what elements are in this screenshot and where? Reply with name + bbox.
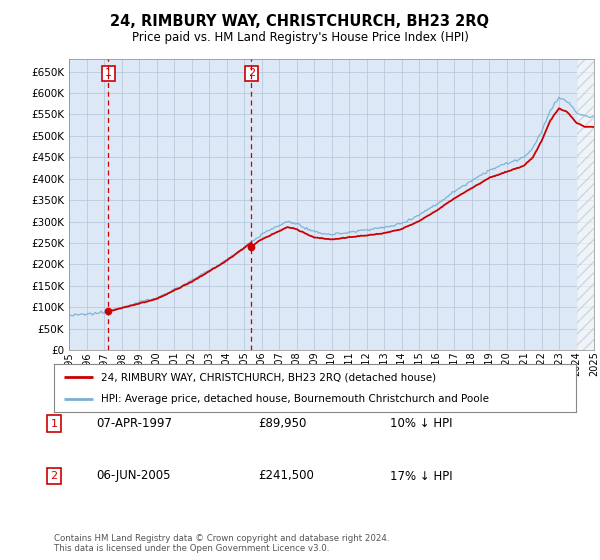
- Bar: [577, 59, 594, 350]
- Text: 06-JUN-2005: 06-JUN-2005: [96, 469, 170, 483]
- Text: Contains HM Land Registry data © Crown copyright and database right 2024.
This d: Contains HM Land Registry data © Crown c…: [54, 534, 389, 553]
- Text: 24, RIMBURY WAY, CHRISTCHURCH, BH23 2RQ (detached house): 24, RIMBURY WAY, CHRISTCHURCH, BH23 2RQ …: [101, 372, 436, 382]
- Text: £241,500: £241,500: [258, 469, 314, 483]
- Text: 2: 2: [50, 471, 58, 481]
- Text: 17% ↓ HPI: 17% ↓ HPI: [390, 469, 452, 483]
- Text: 1: 1: [50, 419, 58, 428]
- Text: 10% ↓ HPI: 10% ↓ HPI: [390, 417, 452, 430]
- Text: 1: 1: [105, 68, 112, 78]
- Text: £89,950: £89,950: [258, 417, 307, 430]
- Text: 07-APR-1997: 07-APR-1997: [96, 417, 172, 430]
- Text: Price paid vs. HM Land Registry's House Price Index (HPI): Price paid vs. HM Land Registry's House …: [131, 31, 469, 44]
- Text: HPI: Average price, detached house, Bournemouth Christchurch and Poole: HPI: Average price, detached house, Bour…: [101, 394, 489, 404]
- Text: 2: 2: [248, 68, 255, 78]
- Text: 24, RIMBURY WAY, CHRISTCHURCH, BH23 2RQ: 24, RIMBURY WAY, CHRISTCHURCH, BH23 2RQ: [110, 14, 490, 29]
